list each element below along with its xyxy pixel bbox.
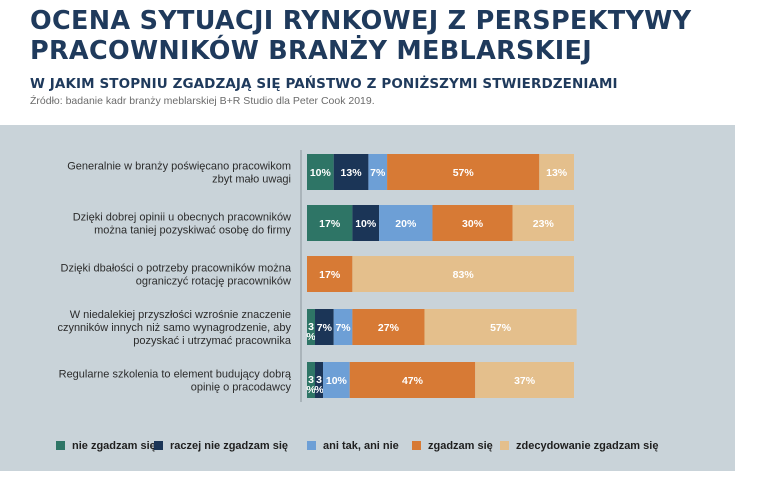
data-label: 3 (316, 374, 322, 386)
data-label-unit: % (314, 384, 324, 396)
bar-segment (333, 154, 369, 190)
legend-label: zdecydowanie zgadzam się (516, 440, 658, 452)
data-label: 10% (310, 167, 332, 179)
bar-segment (307, 154, 334, 190)
bar-segment (307, 362, 316, 398)
bar-segment (307, 256, 353, 292)
bar-segment (352, 309, 425, 345)
legend-swatch (56, 441, 65, 450)
chart-subtitle: W JAKIM STOPNIU ZGADZAJĄ SIĘ PAŃSTWO Z P… (30, 76, 618, 92)
data-label: 17% (319, 269, 341, 281)
chart-title: OCENA SYTUACJI RYNKOWEJ Z PERSPEKTYWY PR… (30, 6, 691, 66)
legend-swatch (412, 441, 421, 450)
legend-label: ani tak, ani nie (323, 440, 399, 452)
title-line-1: OCENA SYTUACJI RYNKOWEJ Z PERSPEKTYWY (30, 6, 692, 36)
bar-segment (368, 154, 388, 190)
data-label-unit: % (306, 331, 316, 343)
data-label-unit: % (306, 384, 316, 396)
bar-segment (387, 154, 540, 190)
bar-segment (432, 205, 513, 241)
data-label: 13% (341, 167, 363, 179)
bar-segment (315, 309, 334, 345)
bar-segment (315, 362, 324, 398)
legend-label: zgadzam się (428, 440, 493, 452)
data-label: 23% (533, 218, 555, 230)
bar-segment (323, 362, 350, 398)
bar-segment (379, 205, 433, 241)
bar-segment (349, 362, 476, 398)
category-label: pozyskać i utrzymać pracownika (133, 335, 292, 347)
bar-segment (512, 205, 574, 241)
category-label: Dzięki dbałości o potrzeby pracowników m… (61, 263, 292, 275)
data-label: 83% (453, 269, 475, 281)
data-label: 7% (335, 322, 351, 334)
category-label: opinię o pracodawcy (191, 382, 292, 394)
data-label: 3 (308, 321, 314, 333)
bar-segment (352, 256, 574, 292)
bar-segment (352, 205, 380, 241)
data-label: 10% (355, 218, 377, 230)
legend-label: raczej nie zgadzam się (170, 440, 288, 452)
category-label: Regularne szkolenia to element budujący … (59, 369, 292, 381)
source-note: Źródło: badanie kadr branży meblarskiej … (30, 95, 375, 107)
data-label: 7% (370, 167, 386, 179)
data-label: 7% (317, 322, 333, 334)
data-label: 57% (490, 322, 512, 334)
category-label: Generalnie w branży poświęcano pracowiko… (67, 161, 291, 173)
data-label: 37% (514, 375, 536, 387)
data-label: 13% (546, 167, 568, 179)
data-label: 30% (462, 218, 484, 230)
data-label: 47% (402, 375, 424, 387)
bar-segment (424, 309, 577, 345)
category-label: czynników innych niż samo wynagrodzenie,… (57, 322, 291, 334)
legend-swatch (500, 441, 509, 450)
data-label: 20% (395, 218, 417, 230)
data-label: 17% (319, 218, 341, 230)
category-label: zbyt mało uwagi (212, 174, 291, 186)
category-label: Dzięki dobrej opinii u obecnych pracowni… (73, 212, 291, 224)
legend-label: nie zgadzam się (72, 440, 156, 452)
data-label: 57% (453, 167, 475, 179)
data-label: 10% (326, 375, 348, 387)
bar-segment (539, 154, 574, 190)
data-label: 27% (378, 322, 400, 334)
title-line-2: PRACOWNIKÓW BRANŻY MEBLARSKIEJ (30, 36, 593, 66)
category-label: ograniczyć rotację pracowników (136, 276, 291, 288)
category-label: W niedalekiej przyszłości wzrośnie znacz… (70, 309, 291, 321)
bar-segment (307, 205, 353, 241)
legend-swatch (307, 441, 316, 450)
data-label: 3 (308, 374, 314, 386)
legend-swatch (154, 441, 163, 450)
bar-segment (475, 362, 574, 398)
bar-segment (333, 309, 353, 345)
bar-segment (307, 309, 316, 345)
category-label: można taniej pozyskiwać osobę do firmy (94, 225, 291, 237)
